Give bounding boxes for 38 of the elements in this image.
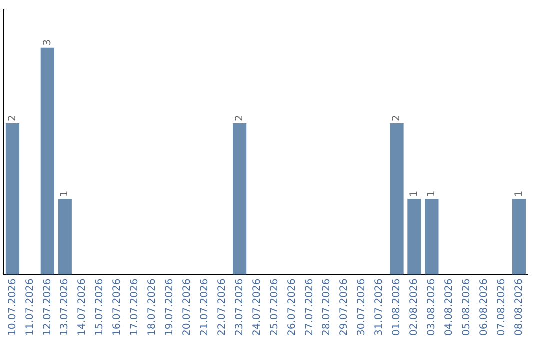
- x-tick-label: 28.07.2026: [322, 278, 333, 336]
- x-tick-label: 24.07.2026: [252, 278, 263, 336]
- x-tick-label: 12.07.2026: [42, 278, 54, 336]
- data-label: 2: [392, 115, 403, 122]
- data-label: 1: [426, 190, 438, 198]
- x-tick-label: 18.07.2026: [147, 278, 158, 336]
- x-tick-label: 02.08.2026: [409, 278, 420, 336]
- x-tick-label: 03.08.2026: [426, 278, 438, 336]
- x-tick-label: 27.07.2026: [304, 278, 316, 336]
- data-label: 3: [42, 39, 54, 46]
- x-tick-label: 04.08.2026: [444, 278, 455, 336]
- x-tick-label: 26.07.2026: [286, 278, 298, 336]
- x-tick-label: 05.08.2026: [461, 278, 472, 336]
- x-tick-label: 15.07.2026: [94, 278, 106, 336]
- data-label: 1: [514, 190, 525, 198]
- x-tick-label: 20.07.2026: [182, 278, 193, 336]
- x-tick-label: 10.07.2026: [7, 278, 18, 336]
- x-tick-label: 22.07.2026: [216, 278, 228, 336]
- x-tick-label: 17.07.2026: [130, 278, 141, 336]
- x-tick-label: 29.07.2026: [339, 278, 350, 336]
- x-tick-label: 16.07.2026: [112, 278, 124, 336]
- data-label: 1: [409, 190, 420, 198]
- x-tick-label: 07.08.2026: [496, 278, 508, 336]
- x-tick-label: 06.08.2026: [478, 278, 490, 336]
- data-label: 2: [7, 115, 18, 122]
- x-tick-label: 08.08.2026: [514, 278, 525, 336]
- x-tick-label: 13.07.2026: [60, 278, 71, 336]
- x-tick-label: 31.07.2026: [374, 278, 386, 336]
- data-label: 2: [234, 115, 246, 122]
- x-tick-label: 01.08.2026: [392, 278, 403, 336]
- x-tick-label: 19.07.2026: [164, 278, 176, 336]
- x-tick-label: 21.07.2026: [199, 278, 210, 336]
- x-tick-label: 30.07.2026: [356, 278, 368, 336]
- x-tick-label: 14.07.2026: [77, 278, 88, 336]
- x-tick-label: 23.07.2026: [234, 278, 246, 336]
- x-tick-label: 11.07.2026: [24, 278, 36, 336]
- x-tick-label: 25.07.2026: [269, 278, 280, 336]
- data-label: 1: [60, 190, 71, 198]
